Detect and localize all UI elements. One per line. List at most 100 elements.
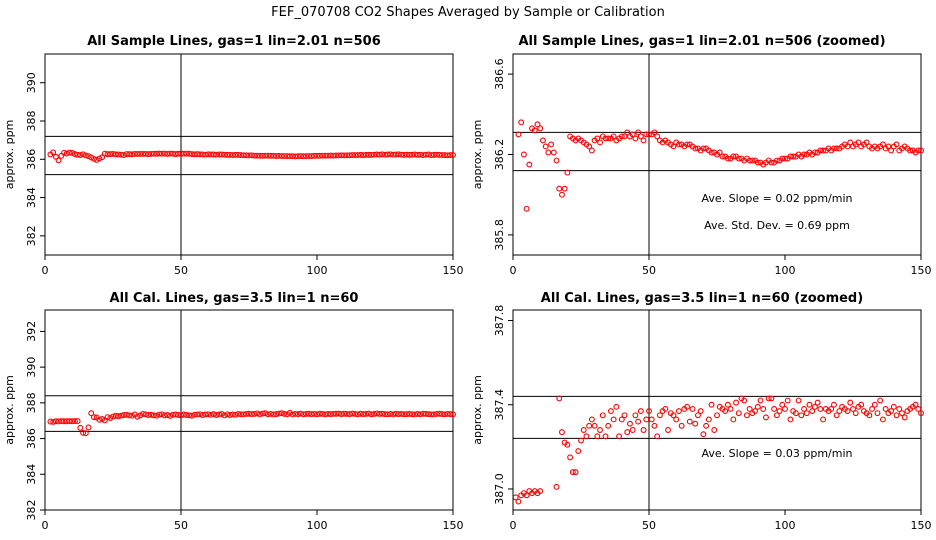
data-point (145, 151, 152, 158)
data-point (300, 411, 307, 418)
data-point (308, 153, 315, 159)
data-point (129, 151, 135, 158)
data-point (341, 410, 348, 417)
data-point (420, 410, 427, 417)
data-point (71, 418, 78, 425)
data-point (833, 412, 840, 419)
data-point (646, 131, 652, 138)
data-point (882, 405, 889, 412)
data-point (167, 150, 174, 157)
data-point (727, 405, 734, 412)
data-point (411, 411, 418, 418)
data-point (216, 151, 223, 158)
data-point (703, 422, 710, 429)
x-tick-label: 50 (174, 519, 188, 532)
data-point (134, 150, 141, 157)
data-point (553, 483, 560, 490)
data-point (417, 151, 424, 158)
data-point (368, 411, 375, 418)
data-point (773, 412, 780, 419)
data-point (588, 416, 595, 423)
data-point (363, 151, 369, 158)
data-point (205, 411, 212, 418)
data-point (180, 411, 187, 418)
data-point (207, 151, 214, 158)
data-point (564, 169, 571, 176)
data-point (624, 429, 631, 436)
data-point (175, 412, 182, 418)
data-point (80, 151, 87, 158)
data-point (115, 413, 122, 420)
data-point (754, 159, 761, 166)
data-point (363, 410, 369, 417)
data-point (335, 152, 342, 159)
data-point (539, 137, 546, 144)
data-point (164, 412, 171, 418)
data-point (773, 157, 780, 164)
x-tick-label: 50 (642, 519, 656, 532)
chart-svg: 0 50 100 150 387.0 387.4 387.8 approx. ppm Ave. … (471, 305, 932, 532)
x-tick-label: 50 (642, 264, 656, 277)
data-point (278, 410, 285, 417)
data-point (735, 155, 742, 162)
data-point (847, 399, 854, 406)
data-point (550, 149, 557, 156)
data-point (267, 152, 274, 159)
data-point (918, 147, 924, 154)
data-point (605, 422, 612, 429)
data-point (338, 411, 345, 418)
data-point (811, 403, 818, 410)
y-axis-label: approx. ppm (3, 375, 16, 445)
x-tick-label: 150 (443, 519, 464, 532)
data-point (333, 152, 339, 159)
data-point (61, 149, 67, 156)
data-point (724, 155, 731, 162)
data-point (629, 427, 636, 433)
data-point (425, 151, 432, 158)
data-point (246, 152, 252, 159)
data-point (101, 150, 108, 157)
data-point (722, 408, 729, 415)
data-point (888, 147, 895, 154)
data-point (237, 411, 244, 418)
data-point (588, 147, 595, 154)
annotation-text: Ave. Slope = 0.02 ppm/min (702, 192, 853, 205)
data-point (765, 395, 772, 402)
data-point (575, 448, 582, 455)
x-tick-label: 0 (510, 519, 517, 532)
data-point (836, 408, 843, 415)
data-point (692, 145, 699, 152)
data-point (382, 411, 388, 418)
data-point (319, 410, 326, 417)
data-point (433, 410, 440, 417)
data-point (433, 151, 440, 158)
data-point (869, 405, 875, 412)
data-point (314, 152, 320, 159)
data-point (281, 410, 288, 417)
data-point (131, 150, 138, 157)
data-point (371, 410, 378, 417)
data-point (888, 408, 895, 415)
data-point (371, 151, 378, 158)
data-point (436, 151, 443, 158)
x-tick-label: 0 (42, 519, 49, 532)
data-point (724, 401, 731, 408)
data-point (139, 410, 146, 417)
data-point (605, 135, 612, 142)
data-point (561, 185, 568, 192)
data-point (790, 153, 797, 160)
data-point (632, 135, 639, 142)
data-point (80, 429, 87, 436)
data-point (150, 412, 157, 419)
data-point (343, 410, 350, 417)
data-point (411, 151, 418, 158)
data-point (275, 152, 282, 159)
data-point (635, 129, 642, 136)
data-point (537, 125, 544, 132)
data-point (150, 150, 157, 157)
data-point (346, 411, 353, 418)
data-point (597, 427, 603, 433)
data-point (58, 152, 65, 159)
data-point (69, 418, 76, 425)
data-point (365, 151, 372, 158)
